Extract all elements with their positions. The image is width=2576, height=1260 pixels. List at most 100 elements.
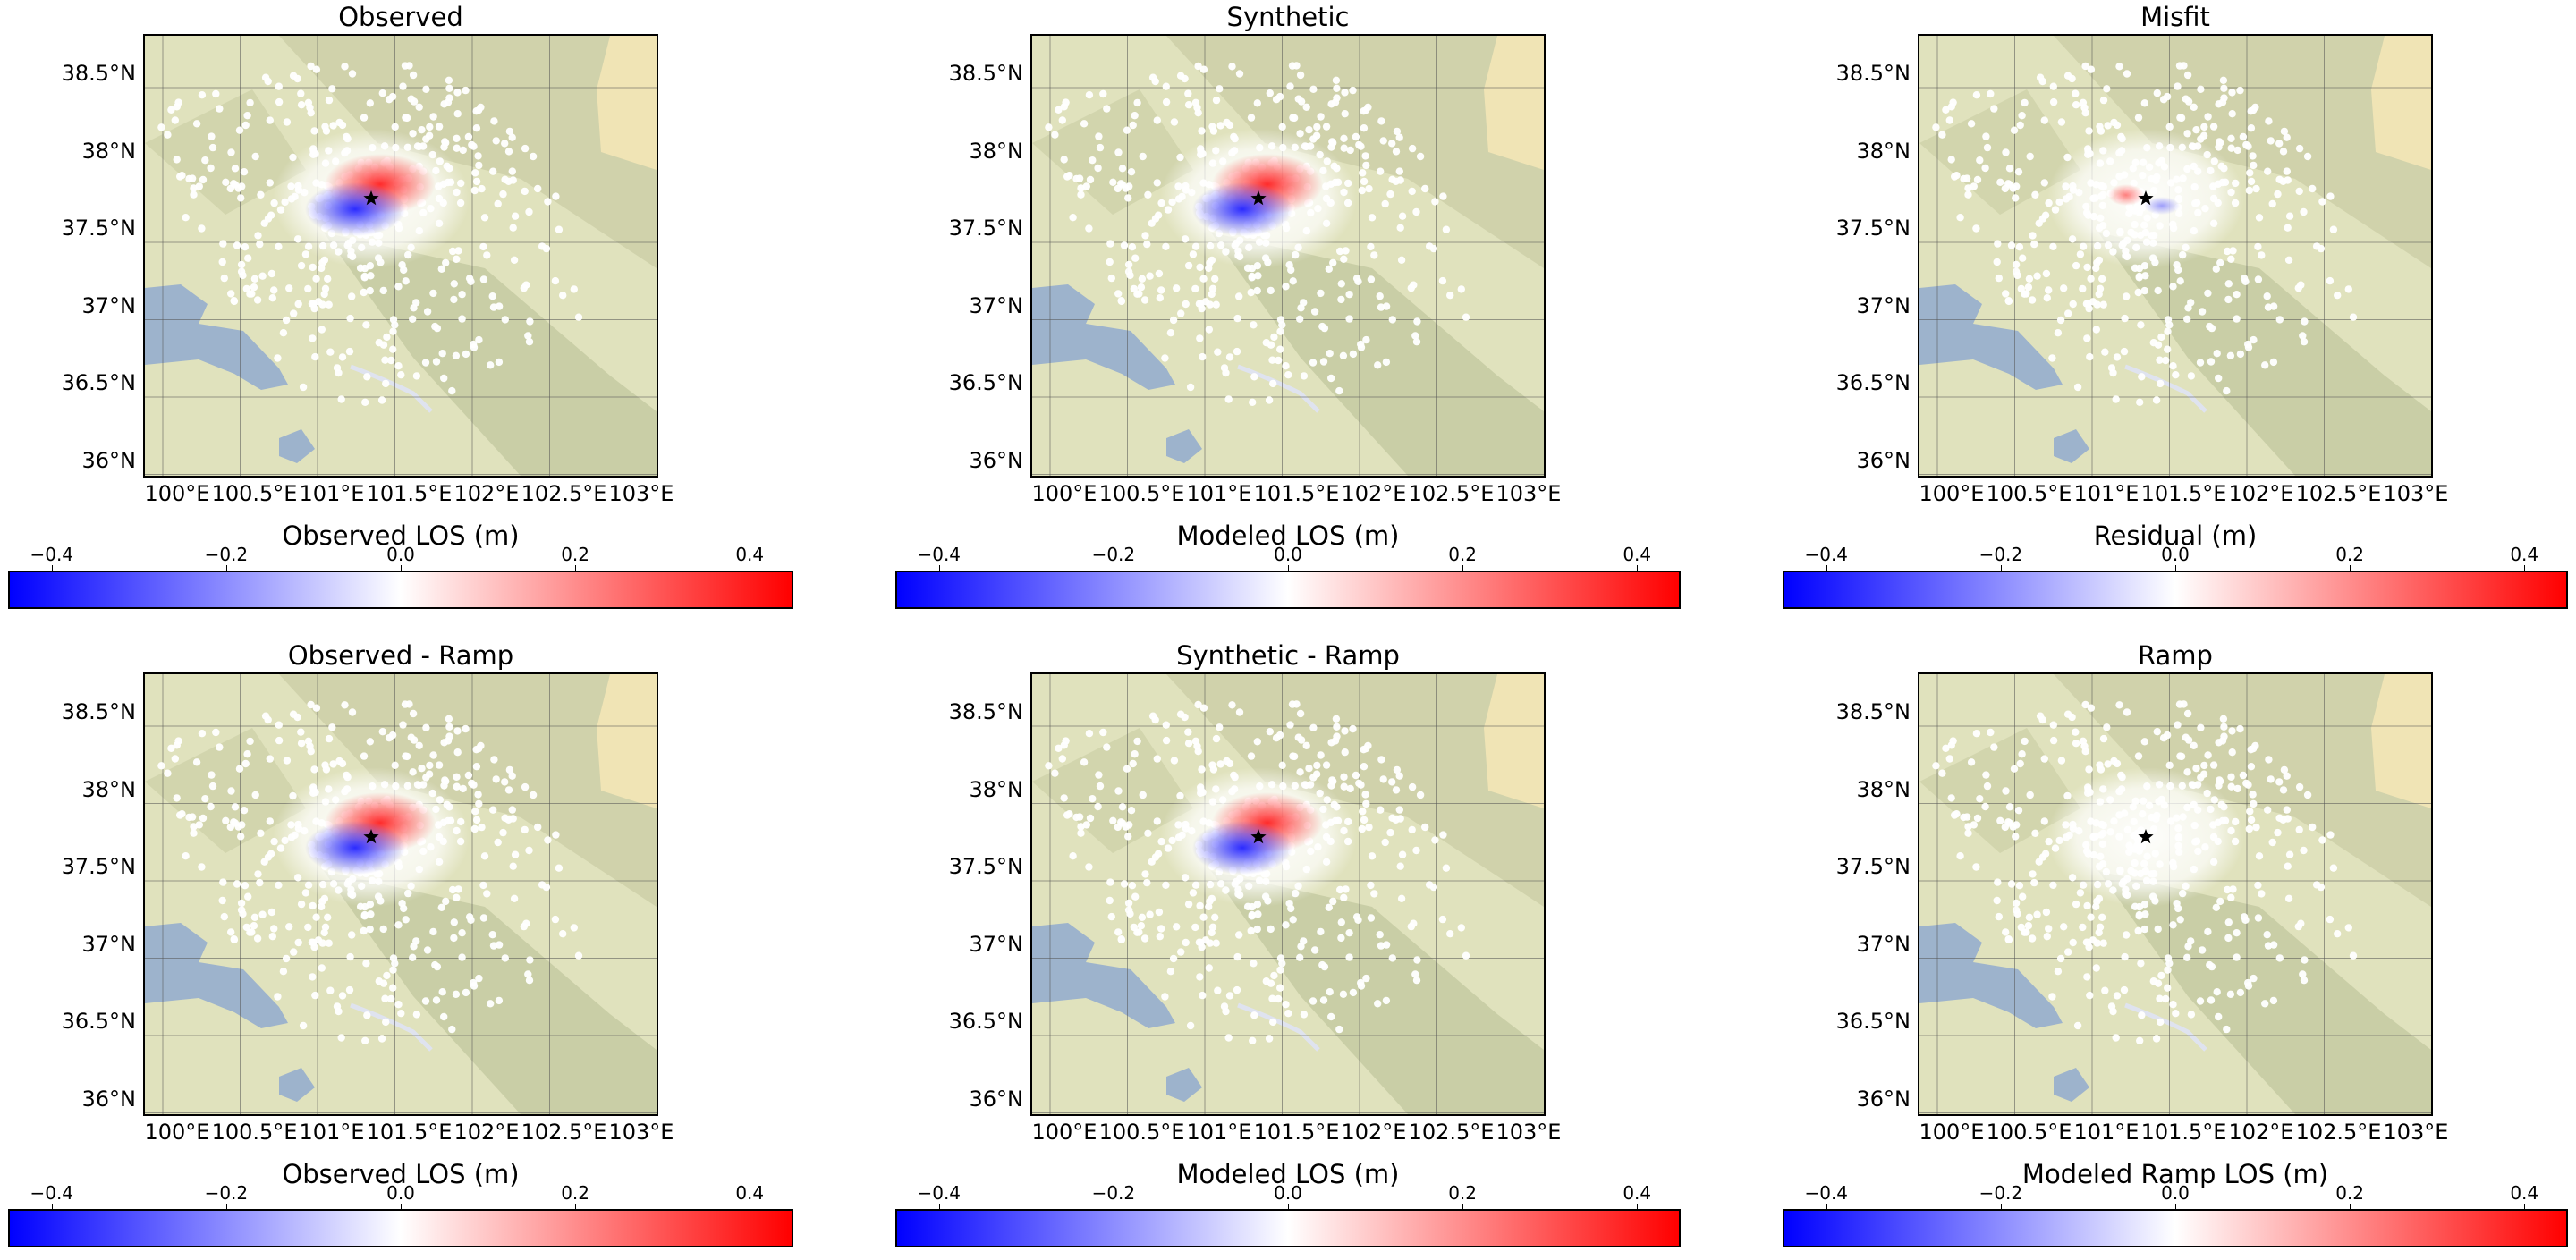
sample-point <box>2264 303 2273 311</box>
sample-point <box>1947 741 1955 749</box>
sample-point <box>270 925 278 933</box>
x-tick-label: 102.5°E <box>1408 1120 1495 1145</box>
sample-point <box>426 761 434 770</box>
sample-point <box>1973 175 1982 184</box>
sample-point <box>475 799 483 808</box>
sample-point <box>227 928 235 936</box>
sample-point <box>1932 123 1940 131</box>
sample-point <box>448 1025 456 1034</box>
sample-point <box>471 808 479 816</box>
sample-point <box>2187 372 2196 380</box>
sample-point <box>440 100 448 108</box>
colorbar-tick-label: −0.4 <box>917 544 962 565</box>
sample-point <box>1117 180 1125 188</box>
sample-point <box>1393 127 1402 136</box>
sample-point <box>1141 232 1149 240</box>
sample-point <box>1086 175 1095 184</box>
sample-point <box>222 816 230 824</box>
sample-point <box>2134 926 2142 935</box>
sample-point <box>2018 750 2026 758</box>
sample-point <box>1964 823 1972 831</box>
sample-point <box>216 105 224 113</box>
sample-point <box>167 106 175 114</box>
sample-point <box>1166 329 1175 337</box>
sample-point <box>326 986 335 994</box>
sample-point <box>2012 267 2021 275</box>
sample-point <box>198 91 207 99</box>
x-tick-label: 103°E <box>1496 481 1562 506</box>
x-tick-label: 100°E <box>144 481 210 506</box>
sample-point <box>1144 829 1152 837</box>
sample-point <box>1982 132 1990 140</box>
sample-point <box>1342 885 1350 893</box>
sample-point <box>1412 977 1421 985</box>
sample-point <box>1349 350 1358 359</box>
sample-point <box>1294 95 1302 103</box>
terrain-hills-west <box>145 728 306 853</box>
sample-point <box>1972 91 1981 99</box>
sample-point <box>1211 275 1219 283</box>
sample-point <box>2169 921 2177 929</box>
sample-point <box>1412 338 1421 346</box>
sample-point <box>1195 300 1204 308</box>
sample-point <box>1942 106 1950 114</box>
sample-point <box>2076 889 2085 897</box>
sample-point <box>1153 755 1161 763</box>
sample-point <box>2300 338 2309 346</box>
sample-point <box>407 95 415 103</box>
sample-point <box>309 901 317 910</box>
sample-point <box>422 723 430 731</box>
sample-point <box>1278 321 1286 329</box>
sample-point <box>1327 374 1335 383</box>
x-tick-label: 100°E <box>1919 1120 1985 1145</box>
sample-point <box>1987 89 1995 98</box>
sample-point <box>2004 297 2013 306</box>
sample-point <box>555 225 564 233</box>
sample-point <box>1945 755 1953 763</box>
sample-point <box>366 99 374 107</box>
sample-point <box>2233 953 2241 961</box>
sample-point <box>1333 732 1341 740</box>
sample-point <box>2184 943 2192 951</box>
sample-point <box>2246 169 2254 177</box>
sample-point <box>385 96 394 104</box>
sample-point <box>472 816 481 824</box>
sample-point <box>1161 993 1169 1001</box>
sample-point <box>2112 395 2120 403</box>
sample-point <box>1413 956 1421 964</box>
sample-point <box>1161 354 1169 362</box>
sample-point <box>1114 787 1123 795</box>
sample-point <box>367 910 375 918</box>
sample-point <box>1045 762 1053 770</box>
sample-point <box>1392 148 1401 156</box>
sample-point <box>363 373 371 381</box>
colorbar-tick-mark <box>2524 1204 2526 1209</box>
sample-point <box>1051 131 1059 139</box>
x-tick-label: 100°E <box>1919 481 1985 506</box>
sample-point <box>1938 769 1946 777</box>
sample-point <box>367 272 375 280</box>
sample-point <box>1106 896 1114 905</box>
y-tick-label: 38°N <box>1856 776 1911 802</box>
terrain-ridge-north <box>145 36 657 268</box>
y-tick-label: 37°N <box>1856 931 1911 957</box>
sample-point <box>1205 326 1213 334</box>
sample-point <box>475 974 483 983</box>
sample-point <box>445 715 453 723</box>
sample-point <box>453 144 461 152</box>
sample-point <box>1289 114 1297 122</box>
sample-point <box>320 928 328 937</box>
sample-point <box>241 882 250 890</box>
sample-point <box>2285 212 2294 220</box>
map-basemap <box>1919 674 2431 1114</box>
colorbar-tick-mark <box>575 1204 577 1209</box>
epicenter-star-icon <box>363 190 379 206</box>
sample-point <box>2326 192 2334 200</box>
sample-point <box>1148 219 1156 227</box>
sample-point <box>2200 123 2208 131</box>
sample-point <box>2040 755 2048 763</box>
sample-point <box>2274 828 2282 837</box>
sample-point <box>360 274 369 282</box>
sample-point <box>458 953 466 961</box>
sample-point <box>2229 885 2237 893</box>
